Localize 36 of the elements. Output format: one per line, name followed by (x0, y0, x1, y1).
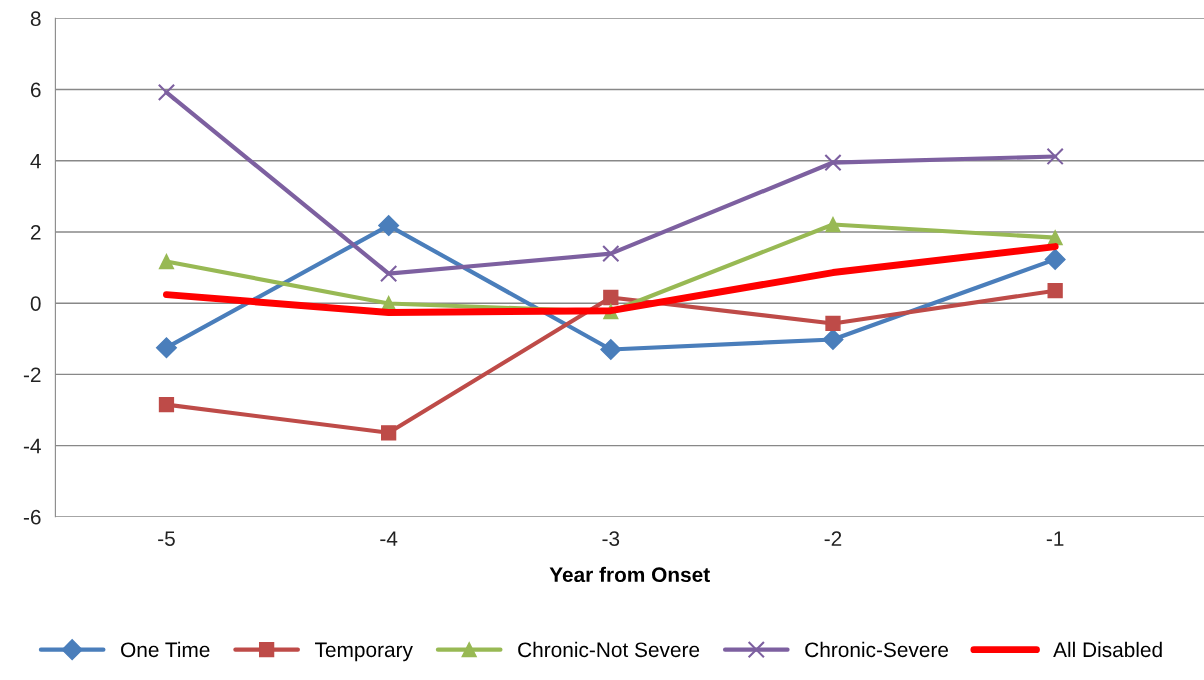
y-tick-label: 6 (30, 82, 41, 98)
point (1046, 147, 1064, 166)
legend-label: All Disabled (1053, 641, 1162, 658)
x-tick-label: -4 (380, 531, 398, 546)
point (602, 245, 620, 263)
point (157, 83, 176, 102)
y-tick-label: 8 (30, 11, 41, 27)
point (380, 425, 397, 441)
point (378, 215, 400, 237)
y-tick-label: -2 (23, 367, 41, 382)
point (1047, 283, 1063, 299)
x-tick-label: -2 (824, 531, 842, 546)
point (158, 253, 175, 270)
legend-label: Temporary (315, 642, 413, 662)
legend-label: One Time (121, 641, 210, 658)
point (1044, 248, 1066, 270)
x-tick-label: -3 (602, 531, 620, 546)
point (600, 338, 622, 360)
point (379, 264, 398, 283)
point (825, 315, 841, 332)
x-tick-label: -1 (1046, 531, 1064, 546)
y-tick-label: 2 (30, 224, 41, 240)
y-tick-label: -4 (23, 438, 41, 454)
point (824, 153, 842, 172)
point (155, 337, 177, 359)
y-tick-label: 0 (30, 296, 41, 311)
point (158, 397, 175, 413)
y-tick-label: 4 (30, 153, 41, 169)
x-tick-label: -5 (158, 531, 175, 546)
point (603, 289, 619, 306)
x-axis-title: Year from Onset (549, 566, 710, 583)
point (825, 216, 841, 233)
point (822, 328, 844, 351)
legend-label: Chronic-Severe (805, 641, 949, 658)
y-tick-label: -6 (23, 509, 41, 525)
legend-label: Chronic-Not Severe (518, 641, 700, 658)
